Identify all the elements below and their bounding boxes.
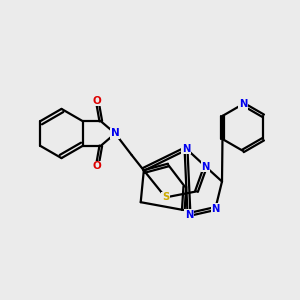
Text: S: S xyxy=(162,192,169,203)
Text: N: N xyxy=(239,99,247,109)
Text: N: N xyxy=(111,128,120,139)
Text: N: N xyxy=(211,203,220,214)
Text: N: N xyxy=(201,161,210,172)
Text: O: O xyxy=(93,96,102,106)
Text: O: O xyxy=(93,161,102,171)
Text: N: N xyxy=(182,143,190,154)
Text: N: N xyxy=(185,209,193,220)
